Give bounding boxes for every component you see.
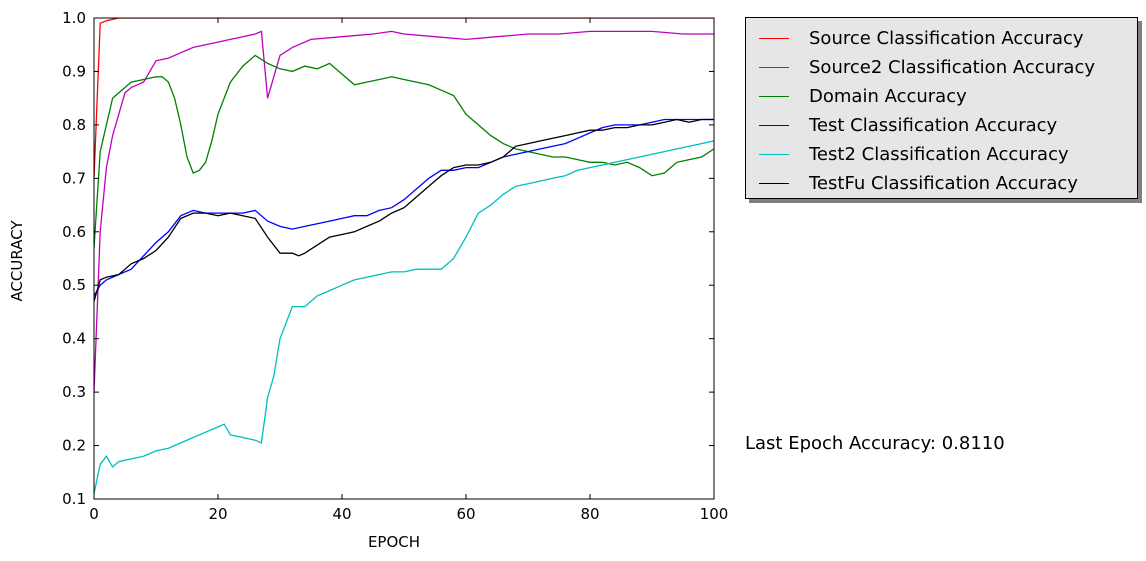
- x-tick-label: 60: [456, 505, 475, 523]
- series-line: [94, 18, 714, 179]
- legend-item: Test Classification Accuracy: [746, 109, 1137, 138]
- y-tick-label: 0.8: [62, 116, 86, 134]
- y-axis-label: ACCURACY: [8, 220, 26, 302]
- y-tick-label: 1.0: [62, 9, 86, 27]
- legend-item: Source Classification Accuracy: [746, 22, 1137, 51]
- legend-swatch: [759, 183, 789, 184]
- legend-swatch: [759, 96, 789, 97]
- y-tick-label: 0.6: [62, 223, 86, 241]
- legend-label: TestFu Classification Accuracy: [809, 173, 1078, 194]
- x-tick-label: 20: [208, 505, 227, 523]
- y-tick-label: 0.1: [62, 490, 86, 508]
- series-line: [94, 30, 714, 393]
- series-group: [94, 18, 714, 494]
- legend: Source Classification Accuracy Source2 C…: [745, 17, 1138, 199]
- y-tick-label: 0.9: [62, 62, 86, 80]
- legend-item: Domain Accuracy: [746, 80, 1137, 109]
- axes: 0 20 40 60 80 100 0.1 0.2 0.3 0.4 0.5 0.6 0.7 0.8 0.9 1…: [62, 9, 728, 523]
- y-tick-label: 0.2: [62, 437, 86, 455]
- legend-item: Source2 Classification Accuracy: [746, 51, 1137, 80]
- plot-frame: [93, 17, 715, 500]
- legend-item: TestFu Classification Accuracy: [746, 167, 1137, 196]
- legend-label: Domain Accuracy: [809, 86, 967, 107]
- x-tick-label: 40: [332, 505, 351, 523]
- legend-swatch: [759, 38, 789, 39]
- series-line: [94, 118, 714, 302]
- x-axis-label: EPOCH: [368, 533, 420, 551]
- series-line: [94, 118, 714, 297]
- y-tick-label: 0.5: [62, 276, 86, 294]
- legend-swatch: [759, 125, 789, 126]
- x-tick-label: 100: [700, 505, 729, 523]
- legend-label: Source Classification Accuracy: [809, 28, 1084, 49]
- legend-item: Test2 Classification Accuracy: [746, 138, 1137, 167]
- legend-swatch: [759, 67, 789, 68]
- y-tick-label: 0.3: [62, 383, 86, 401]
- series-line: [94, 54, 714, 248]
- series-line: [94, 140, 714, 494]
- x-tick-label: 0: [89, 505, 99, 523]
- last-epoch-accuracy-note: Last Epoch Accuracy: 0.8110: [745, 433, 1005, 454]
- legend-swatch: [759, 154, 789, 155]
- y-tick-label: 0.7: [62, 169, 86, 187]
- y-tick-label: 0.4: [62, 330, 86, 348]
- legend-label: Test Classification Accuracy: [809, 115, 1058, 136]
- legend-label: Test2 Classification Accuracy: [809, 144, 1069, 165]
- x-tick-label: 80: [580, 505, 599, 523]
- legend-label: Source2 Classification Accuracy: [809, 57, 1095, 78]
